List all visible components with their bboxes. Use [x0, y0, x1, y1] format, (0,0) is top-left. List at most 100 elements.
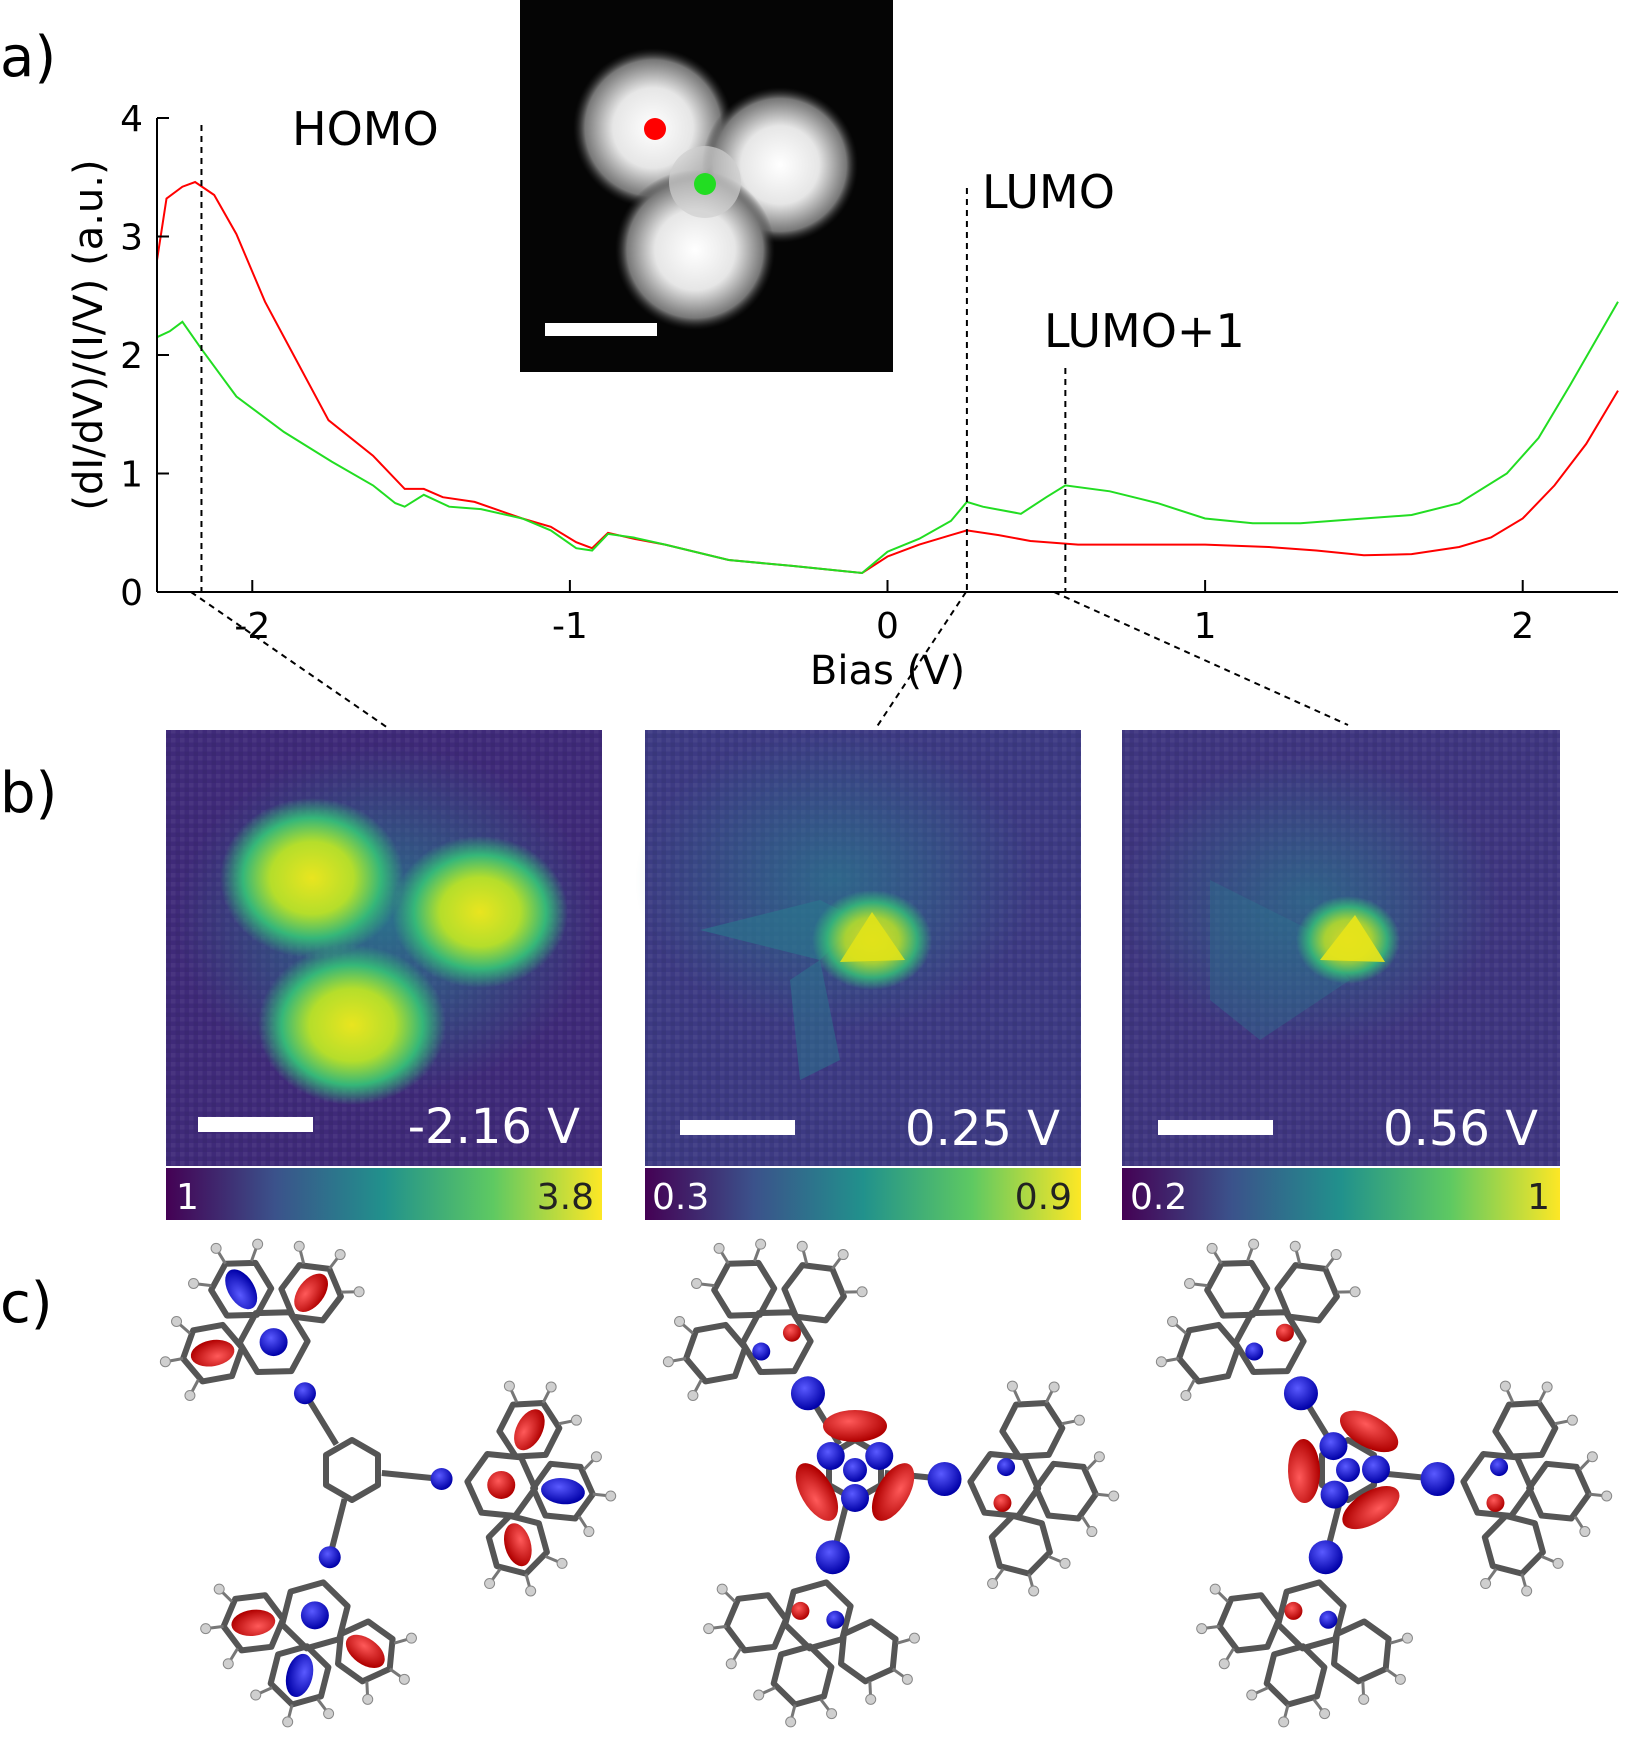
- hydrogen-atom: [1552, 1557, 1564, 1569]
- hydrogen-atom: [1180, 1389, 1192, 1401]
- orbital-lobe: [752, 1342, 771, 1361]
- series-layer: [156, 180, 1619, 575]
- outer-ring: [988, 1512, 1053, 1577]
- hydrogen-atom: [334, 1249, 346, 1261]
- hydrogen-atom: [837, 1249, 849, 1261]
- hydrogen-atom: [1319, 1708, 1331, 1720]
- hydrogen-atom: [605, 1490, 617, 1502]
- hydrogen-atom: [865, 1693, 877, 1705]
- orbital-lobe: [1342, 1486, 1400, 1530]
- orbital-lobe: [1275, 1323, 1294, 1342]
- didv-map-homo: -2.16 V: [166, 730, 602, 1166]
- hydrogen-atom: [250, 1689, 262, 1701]
- hydrogen-atom: [362, 1693, 374, 1705]
- arm-ring: [1232, 1309, 1307, 1375]
- outer-ring: [1033, 1460, 1099, 1522]
- y-tick-label: 0: [120, 573, 143, 614]
- hydrogen-atom: [545, 1381, 557, 1393]
- bias-label: 0.25 V: [905, 1101, 1060, 1157]
- hydrogen-atom: [282, 1716, 294, 1728]
- outer-ring: [220, 1592, 287, 1654]
- hydrogen-atom: [755, 1238, 767, 1250]
- colorbar-max: 0.9: [1015, 1177, 1072, 1218]
- hydrogen-atom: [525, 1585, 537, 1597]
- hydrogen-atom: [1048, 1381, 1060, 1393]
- hydrogen-atom: [691, 1277, 703, 1289]
- marker-label-1: LUMO: [982, 165, 1115, 219]
- orbital-lobe: [1420, 1461, 1455, 1496]
- hydrogen-atom: [1206, 1242, 1218, 1254]
- hydrogen-atom: [1579, 1526, 1591, 1538]
- hydrogen-atom: [1093, 1451, 1105, 1463]
- orbital-lumo-plus-1: [1155, 1238, 1613, 1728]
- hydrogen-atom: [405, 1632, 417, 1644]
- hydrogen-atom: [1218, 1658, 1230, 1670]
- outer-ring: [1204, 1259, 1271, 1319]
- outer-ring: [335, 1618, 396, 1685]
- hydrogen-atom: [1196, 1623, 1208, 1635]
- x-tick-label: 2: [1511, 606, 1534, 647]
- outer-ring: [530, 1460, 596, 1522]
- orbital-lobe: [997, 1458, 1016, 1477]
- hydrogen-atom: [503, 1380, 515, 1392]
- hydrogen-atom: [1059, 1557, 1071, 1569]
- orbital-lobe: [1320, 1480, 1349, 1509]
- outer-ring: [1331, 1618, 1392, 1685]
- central-ring: [323, 1437, 381, 1503]
- orbital-lobe: [231, 1609, 276, 1636]
- outer-ring: [999, 1400, 1066, 1460]
- hydrogen-atom: [323, 1708, 335, 1720]
- hydrogen-atom: [213, 1583, 225, 1595]
- bias-label: 0.56 V: [1383, 1101, 1538, 1157]
- hydrogen-atom: [171, 1315, 183, 1327]
- marker-label-2: LUMO+1: [1044, 304, 1245, 358]
- marker-layer: HOMO LUMO LUMO+1: [200, 102, 1245, 592]
- scale-bar: [545, 323, 657, 336]
- hydrogen-atom: [1289, 1240, 1301, 1252]
- colorbar-max: 3.8: [537, 1177, 594, 1218]
- hydrogen-atom: [590, 1451, 602, 1463]
- hydrogen-atom: [1480, 1578, 1492, 1590]
- hydrogen-atom: [687, 1389, 699, 1401]
- outer-ring: [683, 1321, 749, 1385]
- scale-bar: [680, 1120, 795, 1135]
- orbital-lobe: [1361, 1455, 1390, 1484]
- orbital-lobe: [293, 1382, 316, 1405]
- orbital-lobe: [225, 1269, 258, 1310]
- orbital-lobe: [190, 1339, 235, 1367]
- hydrogen-atom: [856, 1286, 868, 1298]
- green-tip-position-marker: [694, 173, 716, 195]
- y-tick-label: 2: [120, 336, 143, 377]
- hydrogen-atom: [1566, 1414, 1578, 1426]
- orbital-lobe: [815, 1540, 850, 1575]
- colorbar-lumo-plus-1: 0.2 1: [1122, 1168, 1560, 1220]
- hydrogen-atom: [674, 1315, 686, 1327]
- hydrogen-atom: [583, 1526, 595, 1538]
- orbital-lobe: [1283, 1376, 1318, 1411]
- hydrogen-atom: [987, 1578, 999, 1590]
- hydrogen-atom: [1209, 1583, 1221, 1595]
- outer-ring: [1274, 1262, 1340, 1324]
- red-tip-position-marker: [644, 118, 666, 140]
- map-lobe-upper-left: [220, 798, 404, 958]
- hydrogen-atom: [293, 1240, 305, 1252]
- orbital-lobe: [843, 1458, 867, 1482]
- hydrogen-atom: [1167, 1315, 1179, 1327]
- map-center-lobe: [1320, 915, 1385, 962]
- orbital-lobe: [927, 1461, 962, 1496]
- map-lobe-bottom: [258, 945, 446, 1105]
- hydrogen-atom: [703, 1623, 715, 1635]
- connector-lines: [190, 591, 1349, 729]
- didv-map-lumo-plus-1: 0.56 V: [1120, 730, 1560, 1166]
- orbital-lobe: [816, 1442, 845, 1470]
- outer-ring: [496, 1400, 563, 1460]
- orbital-lobe: [259, 1328, 288, 1357]
- orbital-lobe: [790, 1376, 825, 1411]
- hydrogen-atom: [1108, 1490, 1120, 1502]
- orbital-lobe: [1486, 1493, 1505, 1512]
- hydrogen-atom: [1499, 1380, 1511, 1392]
- orbital-lobe: [871, 1463, 915, 1521]
- hydrogen-atom: [252, 1238, 264, 1250]
- outer-ring: [723, 1592, 790, 1654]
